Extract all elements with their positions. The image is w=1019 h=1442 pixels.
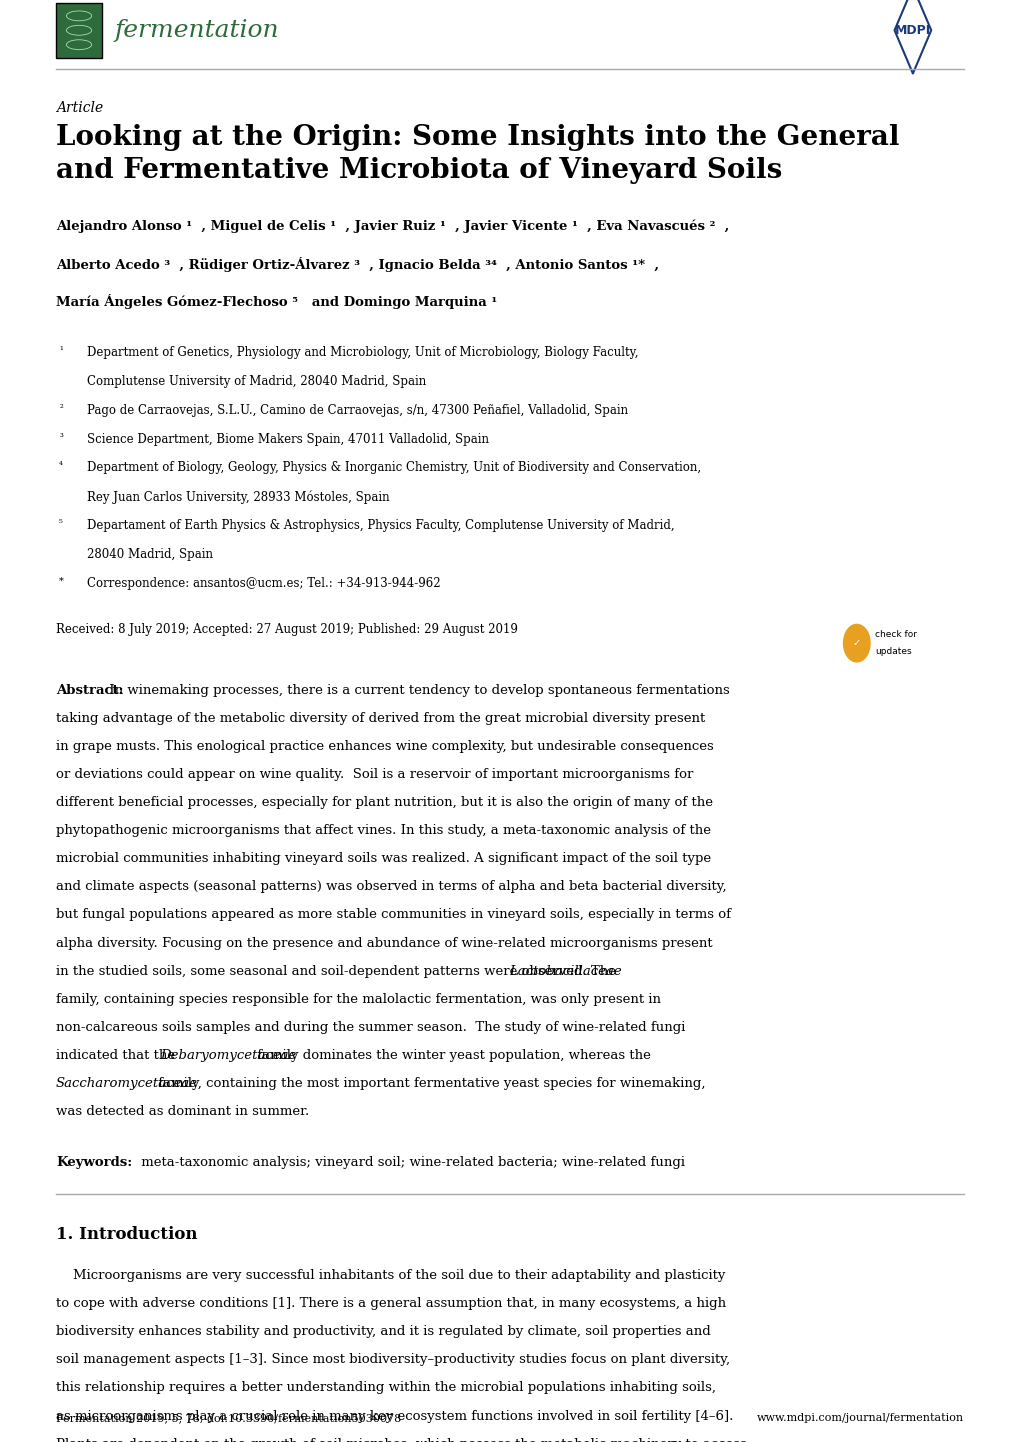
Text: Debaryomycetaceae: Debaryomycetaceae [160, 1050, 296, 1063]
Text: Science Department, Biome Makers Spain, 47011 Valladolid, Spain: Science Department, Biome Makers Spain, … [87, 433, 488, 446]
Text: in the studied soils, some seasonal and soil-dependent patterns were observed. T: in the studied soils, some seasonal and … [56, 965, 620, 978]
Text: ⁴: ⁴ [59, 461, 63, 470]
Text: Looking at the Origin: Some Insights into the General
and Fermentative Microbiot: Looking at the Origin: Some Insights int… [56, 124, 899, 185]
Circle shape [843, 624, 869, 662]
Text: and climate aspects (seasonal patterns) was observed in terms of alpha and beta : and climate aspects (seasonal patterns) … [56, 880, 726, 894]
Text: Alejandro Alonso ¹  , Miguel de Celis ¹  , Javier Ruiz ¹  , Javier Vicente ¹  , : Alejandro Alonso ¹ , Miguel de Celis ¹ ,… [56, 219, 729, 232]
Text: was detected as dominant in summer.: was detected as dominant in summer. [56, 1105, 309, 1119]
Text: Saccharomycetaceae: Saccharomycetaceae [56, 1077, 198, 1090]
Text: Lactobacillaceae: Lactobacillaceae [508, 965, 622, 978]
Text: ¹: ¹ [59, 346, 63, 355]
Text: ²: ² [59, 404, 63, 412]
Text: MDPI: MDPI [894, 23, 930, 37]
Text: meta-taxonomic analysis; vineyard soil; wine-related bacteria; wine-related fung: meta-taxonomic analysis; vineyard soil; … [137, 1156, 684, 1169]
Text: but fungal populations appeared as more stable communities in vineyard soils, es: but fungal populations appeared as more … [56, 908, 731, 921]
Text: Department of Biology, Geology, Physics & Inorganic Chemistry, Unit of Biodivers: Department of Biology, Geology, Physics … [87, 461, 700, 474]
Text: Abstract:: Abstract: [56, 684, 123, 696]
Text: Rey Juan Carlos University, 28933 Móstoles, Spain: Rey Juan Carlos University, 28933 Móstol… [87, 490, 389, 503]
Text: Article: Article [56, 101, 103, 115]
Text: phytopathogenic microorganisms that affect vines. In this study, a meta-taxonomi: phytopathogenic microorganisms that affe… [56, 825, 710, 838]
Text: soil management aspects [1–3]. Since most biodiversity–productivity studies focu: soil management aspects [1–3]. Since mos… [56, 1353, 730, 1367]
Text: Correspondence: ansantos@ucm.es; Tel.: +34-913-944-962: Correspondence: ansantos@ucm.es; Tel.: +… [87, 577, 440, 590]
Text: Alberto Acedo ³  , Rüdiger Ortiz-Álvarez ³  , Ignacio Belda ³⁴  , Antonio Santos: Alberto Acedo ³ , Rüdiger Ortiz-Álvarez … [56, 257, 658, 271]
Text: Received: 8 July 2019; Accepted: 27 August 2019; Published: 29 August 2019: Received: 8 July 2019; Accepted: 27 Augu… [56, 623, 518, 636]
Text: Fermentation 2019, 5, 78; doi:10.3390/fermentation5030078: Fermentation 2019, 5, 78; doi:10.3390/fe… [56, 1413, 400, 1423]
Text: 1. Introduction: 1. Introduction [56, 1226, 198, 1243]
Text: this relationship requires a better understanding within the microbial populatio: this relationship requires a better unde… [56, 1381, 715, 1394]
Text: *: * [59, 577, 64, 585]
Text: to cope with adverse conditions [1]. There is a general assumption that, in many: to cope with adverse conditions [1]. The… [56, 1298, 726, 1311]
Text: ⁵: ⁵ [59, 519, 63, 528]
Text: Keywords:: Keywords: [56, 1156, 132, 1169]
Text: 28040 Madrid, Spain: 28040 Madrid, Spain [87, 548, 213, 561]
Text: family dominates the winter yeast population, whereas the: family dominates the winter yeast popula… [253, 1050, 650, 1063]
Text: ³: ³ [59, 433, 63, 441]
Text: Pago de Carraovejas, S.L.U., Camino de Carraovejas, s/n, 47300 Peñafiel, Vallado: Pago de Carraovejas, S.L.U., Camino de C… [87, 404, 628, 417]
Text: Plants are dependent on the growth of soil microbes, which possess the metabolic: Plants are dependent on the growth of so… [56, 1438, 746, 1442]
Text: in grape musts. This enological practice enhances wine complexity, but undesirab: in grape musts. This enological practice… [56, 740, 713, 753]
Text: ✓: ✓ [852, 639, 860, 647]
Text: Microorganisms are very successful inhabitants of the soil due to their adaptabi: Microorganisms are very successful inhab… [56, 1269, 725, 1282]
Text: Departament of Earth Physics & Astrophysics, Physics Faculty, Complutense Univer: Departament of Earth Physics & Astrophys… [87, 519, 674, 532]
Text: In winemaking processes, there is a current tendency to develop spontaneous ferm: In winemaking processes, there is a curr… [105, 684, 730, 696]
Text: biodiversity enhances stability and productivity, and it is regulated by climate: biodiversity enhances stability and prod… [56, 1325, 710, 1338]
Text: family, containing the most important fermentative yeast species for winemaking,: family, containing the most important fe… [154, 1077, 705, 1090]
Text: Complutense University of Madrid, 28040 Madrid, Spain: Complutense University of Madrid, 28040 … [87, 375, 426, 388]
Text: indicated that the: indicated that the [56, 1050, 179, 1063]
Text: as microorganisms play a crucial role in many key ecosystem functions involved i: as microorganisms play a crucial role in… [56, 1410, 733, 1423]
Text: alpha diversity. Focusing on the presence and abundance of wine-related microorg: alpha diversity. Focusing on the presenc… [56, 937, 712, 950]
Text: different beneficial processes, especially for plant nutrition, but it is also t: different beneficial processes, especial… [56, 796, 712, 809]
Text: fermentation: fermentation [114, 19, 278, 42]
Text: microbial communities inhabiting vineyard soils was realized. A significant impa: microbial communities inhabiting vineyar… [56, 852, 710, 865]
Text: family, containing species responsible for the malolactic fermentation, was only: family, containing species responsible f… [56, 992, 660, 1007]
Text: non-calcareous soils samples and during the summer season.  The study of wine-re: non-calcareous soils samples and during … [56, 1021, 685, 1034]
Text: www.mdpi.com/journal/fermentation: www.mdpi.com/journal/fermentation [756, 1413, 963, 1423]
Text: Department of Genetics, Physiology and Microbiology, Unit of Microbiology, Biolo: Department of Genetics, Physiology and M… [87, 346, 638, 359]
Text: or deviations could appear on wine quality.  Soil is a reservoir of important mi: or deviations could appear on wine quali… [56, 767, 693, 782]
Text: taking advantage of the metabolic diversity of derived from the great microbial : taking advantage of the metabolic divers… [56, 711, 705, 725]
Text: check for: check for [874, 630, 916, 639]
Text: updates: updates [874, 647, 911, 656]
Text: María Ángeles Gómez-Flechoso ⁵   and Domingo Marquina ¹: María Ángeles Gómez-Flechoso ⁵ and Domin… [56, 294, 506, 309]
FancyBboxPatch shape [56, 3, 102, 58]
